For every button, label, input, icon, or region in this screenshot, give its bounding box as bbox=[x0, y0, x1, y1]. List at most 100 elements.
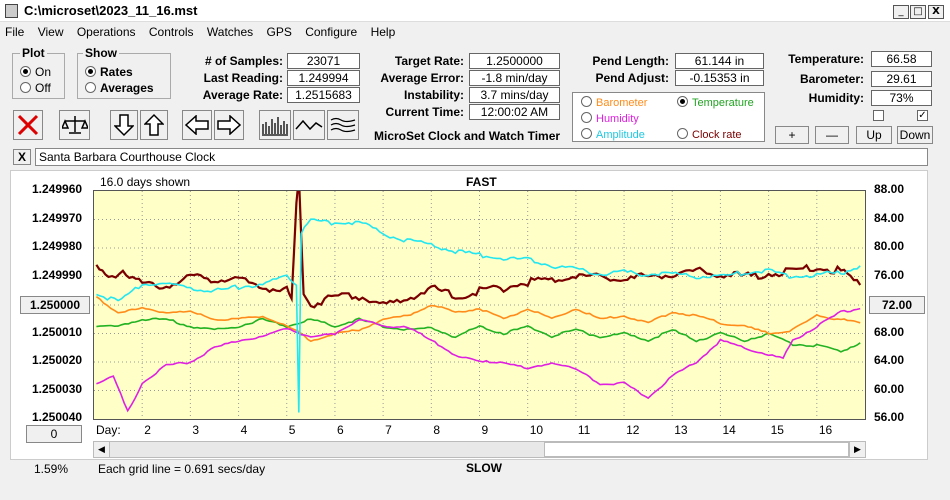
y-right-tick-label: 76.00 bbox=[874, 267, 905, 282]
menu-view[interactable]: View bbox=[37, 25, 64, 39]
day-axis-label: Day: bbox=[96, 423, 121, 437]
waves-icon bbox=[330, 117, 356, 133]
arrow-up-icon bbox=[144, 113, 164, 136]
title-bar: C:\microset\2023_11_16.mst _ □ X bbox=[0, 0, 950, 22]
humidity-value: 73% bbox=[871, 90, 932, 106]
show-group-title: Show bbox=[83, 46, 119, 60]
x-tick-label: 5 bbox=[288, 423, 296, 437]
x-tick-label: 15 bbox=[770, 423, 784, 437]
down-button[interactable]: Down bbox=[897, 126, 933, 144]
amplitude-series-line bbox=[96, 218, 861, 413]
scale-icon bbox=[61, 116, 88, 134]
amplitude-radio[interactable]: Amplitude bbox=[581, 128, 645, 141]
close-description-button[interactable]: X bbox=[13, 149, 31, 165]
y-left-tick-label: 1.249970 bbox=[32, 210, 83, 225]
down-arrow-button[interactable] bbox=[110, 110, 138, 140]
x-tick-label: 11 bbox=[577, 423, 591, 437]
minimize-button[interactable]: _ bbox=[893, 5, 909, 19]
pend-adjust-value[interactable]: -0.15353 in bbox=[675, 70, 764, 86]
average-rate-value: 1.2515683 bbox=[287, 87, 360, 103]
maximize-button[interactable]: □ bbox=[910, 5, 926, 19]
app-caption: MicroSet Clock and Watch Timer bbox=[374, 129, 561, 143]
temperature-series-line bbox=[96, 317, 861, 353]
show-averages-radio[interactable]: Averages bbox=[85, 81, 154, 95]
multi-wave-button[interactable] bbox=[327, 110, 359, 140]
plot-group-title: Plot bbox=[20, 46, 47, 60]
show-rates-radio[interactable]: Rates bbox=[85, 65, 133, 79]
minus-button[interactable]: — bbox=[815, 126, 849, 144]
description-field[interactable]: Santa Barbara Courthouse Clock bbox=[35, 148, 928, 166]
temperature-value: 66.58 bbox=[871, 51, 932, 67]
temperature-label: Temperature: bbox=[788, 52, 864, 66]
y-left-tick-label: 1.249990 bbox=[32, 267, 83, 282]
y-left-tick-label: 1.249980 bbox=[32, 239, 83, 253]
radio-empty-icon bbox=[581, 96, 592, 107]
y-right-tick-label: 84.00 bbox=[874, 210, 905, 225]
target-rate-label: Target Rate: bbox=[394, 54, 464, 68]
y-right-tick-label: 56.00 bbox=[874, 410, 905, 424]
last-reading-label: Last Reading: bbox=[203, 71, 283, 85]
y-right-tick-label: 88.00 bbox=[874, 182, 905, 196]
menu-watches[interactable]: Watches bbox=[206, 25, 254, 39]
close-button[interactable]: X bbox=[928, 5, 944, 19]
checkmark-icon: ✓ bbox=[918, 110, 927, 121]
target-rate-value[interactable]: 1.2500000 bbox=[469, 53, 560, 69]
radio-empty-icon bbox=[581, 112, 592, 123]
x-tick-label: 12 bbox=[626, 423, 640, 437]
x-tick-label: 2 bbox=[144, 423, 151, 437]
scroll-left-icon[interactable]: ◀ bbox=[94, 442, 110, 457]
plot-on-radio[interactable]: On bbox=[20, 65, 51, 79]
center-rate-button[interactable]: 1.250000 bbox=[20, 296, 90, 314]
instability-value: 3.7 mins/day bbox=[469, 87, 560, 103]
app-icon bbox=[5, 4, 18, 18]
x-tick-label: 6 bbox=[336, 423, 344, 437]
humidity-radio[interactable]: Humidity bbox=[581, 112, 639, 125]
y-left-tick-label: 1.250020 bbox=[32, 353, 83, 367]
up-button[interactable]: Up bbox=[856, 126, 892, 144]
scroll-thumb[interactable] bbox=[544, 442, 849, 457]
percent-label: 1.59% bbox=[34, 462, 69, 476]
plot-area bbox=[93, 172, 866, 420]
checkbox-left[interactable] bbox=[873, 110, 884, 121]
wave-button[interactable] bbox=[293, 110, 325, 140]
center-temp-button[interactable]: 72.00 bbox=[869, 296, 925, 314]
scroll-right-icon[interactable]: ▶ bbox=[849, 442, 865, 457]
histogram-button[interactable] bbox=[259, 110, 291, 140]
menu-help[interactable]: Help bbox=[370, 25, 396, 39]
stop-button[interactable] bbox=[13, 110, 43, 140]
y-right-tick-label: 60.00 bbox=[874, 381, 905, 396]
right-arrow-button[interactable] bbox=[214, 110, 244, 140]
rate-series-line bbox=[95, 172, 862, 309]
x-tick-label: 9 bbox=[481, 423, 489, 437]
x-tick-label: 14 bbox=[722, 423, 736, 437]
clock-rate-radio[interactable]: Clock rate bbox=[677, 128, 742, 141]
y-right-tick-label: 80.00 bbox=[874, 239, 905, 253]
plot-off-radio[interactable]: Off bbox=[20, 81, 51, 95]
barometer-radio[interactable]: Barometer bbox=[581, 96, 647, 109]
menu-configure[interactable]: Configure bbox=[305, 25, 358, 39]
barometer-label: Barometer: bbox=[799, 72, 864, 86]
y-left-tick-label: 1.250010 bbox=[32, 324, 83, 339]
radio-selected-icon bbox=[85, 66, 96, 77]
last-reading-value: 1.249994 bbox=[287, 70, 360, 86]
plus-button[interactable]: + bbox=[775, 126, 809, 144]
humidity-series-line bbox=[96, 307, 861, 413]
checkbox-right[interactable]: ✓ bbox=[917, 110, 928, 121]
instability-label: Instability: bbox=[403, 88, 464, 102]
days-shown-label: 16.0 days shown bbox=[100, 175, 191, 189]
menu-gps[interactable]: GPS bbox=[266, 25, 292, 39]
pend-length-value[interactable]: 61.144 in bbox=[675, 53, 764, 69]
x-tick-label: 8 bbox=[433, 423, 440, 437]
menu-controls[interactable]: Controls bbox=[148, 25, 194, 39]
balance-button[interactable] bbox=[59, 110, 90, 140]
menu-operations[interactable]: Operations bbox=[76, 25, 136, 39]
temperature-radio[interactable]: Temperature bbox=[677, 96, 754, 109]
menu-bar: File View Operations Controls Watches GP… bbox=[0, 23, 950, 42]
up-arrow-button[interactable] bbox=[140, 110, 168, 140]
radio-empty-icon bbox=[85, 82, 96, 93]
zero-button[interactable]: 0 bbox=[26, 425, 82, 443]
left-arrow-button[interactable] bbox=[182, 110, 212, 140]
menu-file[interactable]: File bbox=[5, 25, 25, 39]
chart-scrollbar[interactable]: ◀ ▶ bbox=[93, 441, 866, 458]
y-right-tick-label: 64.00 bbox=[874, 353, 905, 367]
